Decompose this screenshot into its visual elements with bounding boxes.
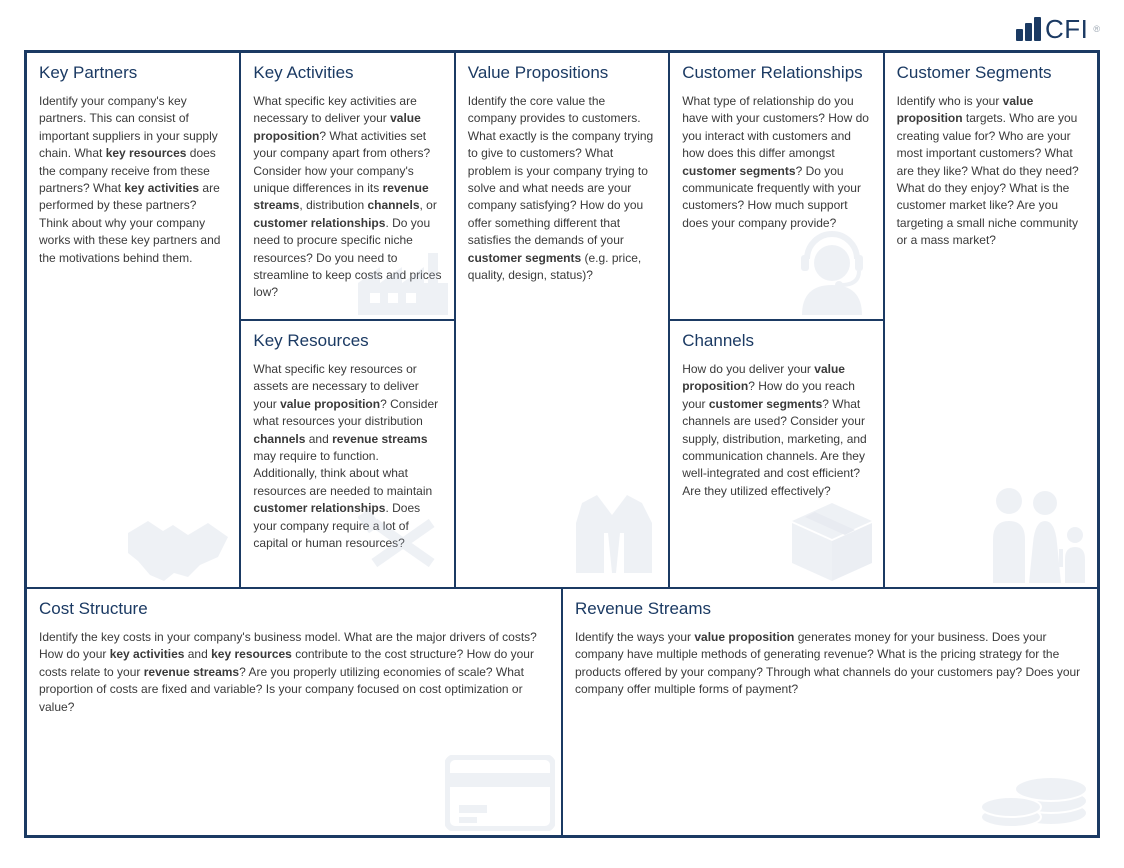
title-key-activities: Key Activities — [253, 63, 441, 83]
body-revenue-streams: Identify the ways your value proposition… — [575, 629, 1085, 699]
jacket-icon — [562, 493, 662, 583]
title-cost-structure: Cost Structure — [39, 599, 549, 619]
brand-name: CFI — [1045, 14, 1088, 45]
body-key-resources: What specific key resources or assets ar… — [253, 361, 441, 552]
body-key-activities: What specific key activities are necessa… — [253, 93, 441, 302]
handshake-icon — [123, 513, 233, 583]
box-icon — [787, 501, 877, 583]
headset-icon — [787, 229, 877, 315]
business-model-canvas: Key Partners Identify your company's key… — [24, 50, 1100, 838]
credit-card-icon — [445, 755, 555, 831]
cell-channels: Channels How do you deliver your value p… — [669, 320, 883, 588]
brand-logo: CFI ® — [1016, 14, 1100, 45]
logo-bars-icon — [1016, 17, 1041, 41]
cell-value-propositions: Value Propositions Identify the core val… — [455, 52, 669, 588]
title-value-propositions: Value Propositions — [468, 63, 656, 83]
title-key-partners: Key Partners — [39, 63, 227, 83]
page-header: CFI ® — [24, 12, 1100, 46]
body-customer-segments: Identify who is your value proposition t… — [897, 93, 1085, 250]
cell-customer-relationships: Customer Relationships What type of rela… — [669, 52, 883, 320]
coins-icon — [971, 751, 1091, 831]
title-customer-relationships: Customer Relationships — [682, 63, 870, 83]
cell-key-resources: Key Resources What specific key resource… — [240, 320, 454, 588]
title-customer-segments: Customer Segments — [897, 63, 1085, 83]
cell-key-partners: Key Partners Identify your company's key… — [26, 52, 240, 588]
cell-key-activities: Key Activities What specific key activit… — [240, 52, 454, 320]
title-key-resources: Key Resources — [253, 331, 441, 351]
body-value-propositions: Identify the core value the company prov… — [468, 93, 656, 284]
title-channels: Channels — [682, 331, 870, 351]
cell-cost-structure: Cost Structure Identify the key costs in… — [26, 588, 562, 836]
cell-customer-segments: Customer Segments Identify who is your v… — [884, 52, 1098, 588]
body-channels: How do you deliver your value propositio… — [682, 361, 870, 500]
cell-revenue-streams: Revenue Streams Identify the ways your v… — [562, 588, 1098, 836]
body-cost-structure: Identify the key costs in your company's… — [39, 629, 549, 716]
body-customer-relationships: What type of relationship do you have wi… — [682, 93, 870, 232]
family-icon — [981, 483, 1091, 583]
registered-mark: ® — [1093, 24, 1100, 34]
body-key-partners: Identify your company's key partners. Th… — [39, 93, 227, 267]
title-revenue-streams: Revenue Streams — [575, 599, 1085, 619]
